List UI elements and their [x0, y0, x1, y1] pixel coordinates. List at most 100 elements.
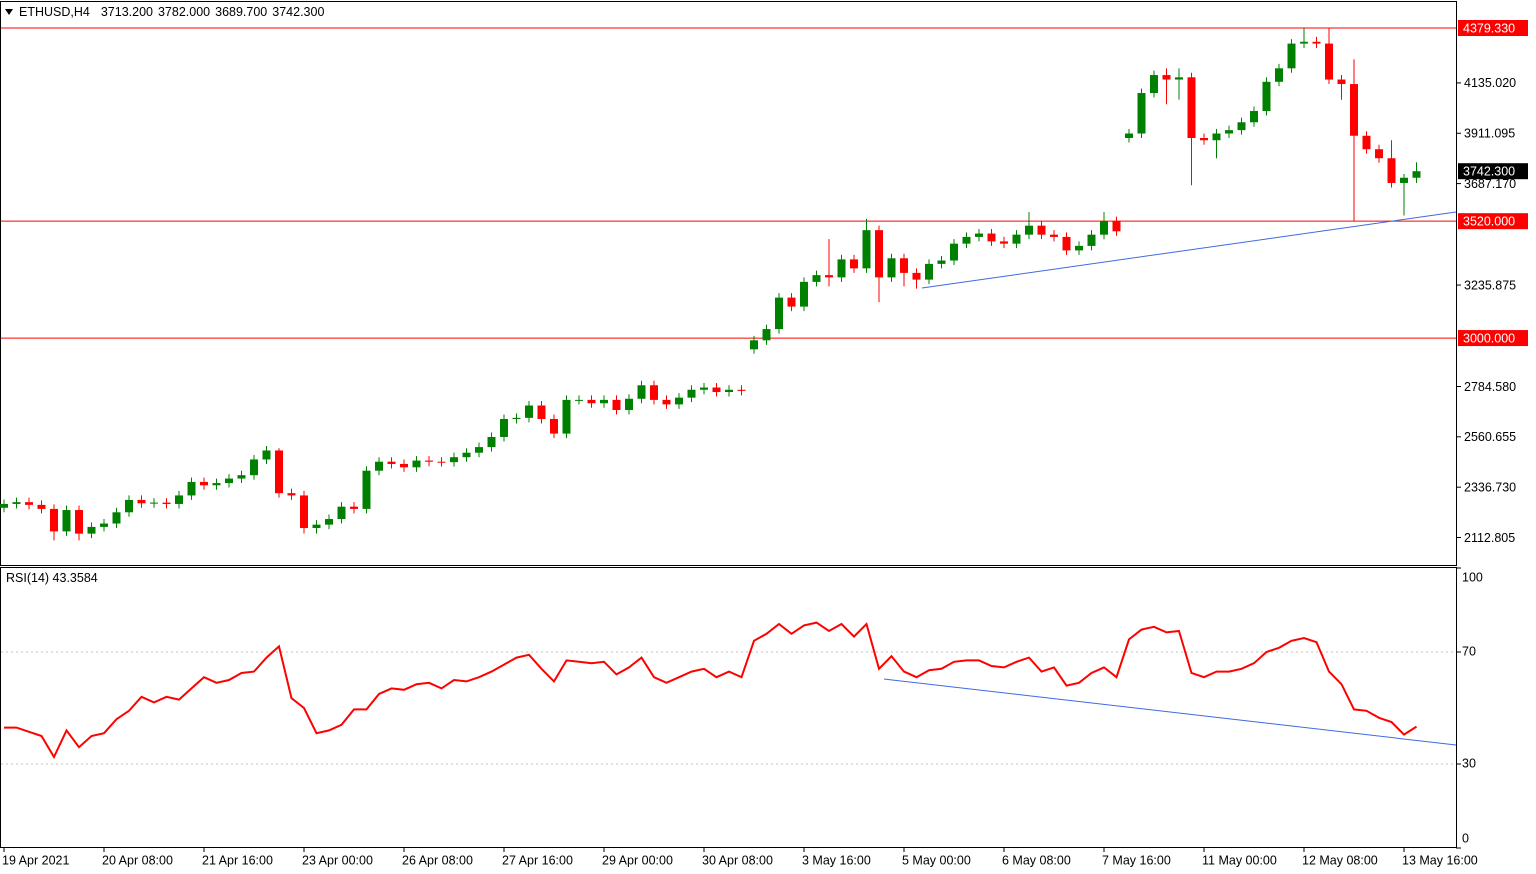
candle-body [575, 399, 583, 401]
x-tick-label: 20 Apr 08:00 [102, 853, 173, 867]
candle-body [800, 281, 808, 307]
candle-body [1037, 225, 1046, 235]
x-tick-label: 12 May 08:00 [1302, 853, 1378, 867]
candle-body [1262, 81, 1271, 112]
y-tick-label: 100 [1462, 570, 1483, 584]
rsi-line [4, 621, 1418, 760]
menu-arrow[interactable] [4, 7, 14, 17]
x-tick-label: 3 May 16:00 [802, 853, 871, 867]
candle-body [1287, 43, 1296, 69]
candle-body [1275, 68, 1283, 82]
candle-body [162, 502, 171, 504]
candle-body [12, 502, 21, 504]
candle-body [737, 389, 746, 391]
candle-body [900, 258, 908, 273]
candle-body [637, 385, 646, 399]
candle-body [975, 233, 983, 237]
candle-body [1112, 221, 1121, 232]
candle-body [200, 481, 208, 486]
candle-body [1012, 234, 1021, 244]
candle-body [1087, 234, 1096, 246]
y-tick-label: 2784.580 [1464, 380, 1516, 394]
candle-body [400, 463, 408, 468]
candle-body [375, 461, 383, 471]
candle-body [525, 405, 533, 418]
x-tick-label: 21 Apr 16:00 [202, 853, 273, 867]
y-tick-label: 2560.655 [1464, 430, 1516, 444]
y-tick-label: 3911.095 [1464, 127, 1515, 141]
x-tick-label: 5 May 00:00 [902, 853, 971, 867]
candle-body [1137, 93, 1146, 134]
candle-body [612, 399, 621, 411]
candle-body [687, 389, 696, 398]
candle-body [237, 475, 246, 479]
candle-body [1350, 84, 1358, 136]
candle-body [412, 460, 421, 468]
candle-body [512, 417, 521, 419]
y-tick-label: 0 [1462, 831, 1469, 845]
candle-body [25, 502, 33, 505]
candle-body [437, 461, 446, 463]
candle-body [725, 389, 733, 393]
candle-body [587, 399, 596, 404]
candle-body [487, 436, 496, 448]
x-tick-label: 13 May 16:00 [1402, 853, 1478, 867]
candle-body [812, 275, 821, 282]
candle-body [1162, 75, 1171, 80]
candle-body [600, 399, 608, 404]
candle-body [550, 418, 558, 434]
y-tick-label: 2336.730 [1464, 480, 1516, 494]
candle-body [750, 340, 758, 350]
candle-body [950, 243, 958, 261]
last-price-box [1458, 163, 1528, 180]
candle-body [837, 259, 846, 278]
last-price-label: 3742.300 [1463, 165, 1515, 179]
candle-body [325, 519, 333, 525]
y-tick-label: 3235.875 [1464, 278, 1516, 292]
x-tick-label: 19 Apr 2021 [2, 853, 69, 867]
candle-body [862, 230, 871, 269]
x-tick-label: 23 Apr 00:00 [302, 853, 373, 867]
candle-body [125, 499, 133, 513]
candle-body [312, 524, 321, 529]
candle-body [450, 457, 458, 463]
level-label: 3000.000 [1463, 331, 1515, 345]
candle-body [150, 502, 158, 504]
x-tick-label: 26 Apr 08:00 [402, 853, 473, 867]
y-tick-label: 2112.805 [1464, 531, 1515, 545]
candle-body [62, 510, 71, 532]
candle-body [275, 450, 283, 494]
candle-body [1375, 149, 1383, 159]
candle-body [1025, 225, 1033, 235]
symbol-title: ETHUSD,H4 [19, 5, 90, 19]
candle-body [537, 405, 546, 419]
candle-body [50, 508, 58, 532]
candle-body [887, 258, 896, 278]
ohlc-low: 3689.700 [215, 5, 268, 19]
candle-body [350, 506, 358, 509]
x-tick-label: 27 Apr 16:00 [502, 853, 573, 867]
candle-body [762, 329, 771, 341]
candle-body [500, 418, 508, 437]
candle-body [850, 259, 858, 269]
candle-body [925, 263, 933, 280]
candle-body [650, 385, 658, 400]
candle-body [387, 461, 396, 464]
candle-body [1300, 41, 1308, 44]
candle-body [1312, 41, 1321, 44]
candle-body [225, 478, 233, 484]
support-trendline [921, 211, 1457, 289]
candle-body [187, 481, 196, 496]
candle-body [1225, 130, 1233, 134]
candle-body [825, 275, 833, 278]
price-panel-frame [0, 1, 1457, 566]
x-tick-label: 7 May 16:00 [1102, 853, 1171, 867]
candle-body [262, 450, 271, 460]
candle-body [1400, 177, 1408, 183]
candle-body [1125, 133, 1133, 139]
candle-body [1237, 122, 1246, 131]
y-tick-label: 4135.020 [1464, 76, 1516, 90]
candle-body [1175, 77, 1183, 80]
ohlc-high: 3782.000 [157, 5, 211, 19]
